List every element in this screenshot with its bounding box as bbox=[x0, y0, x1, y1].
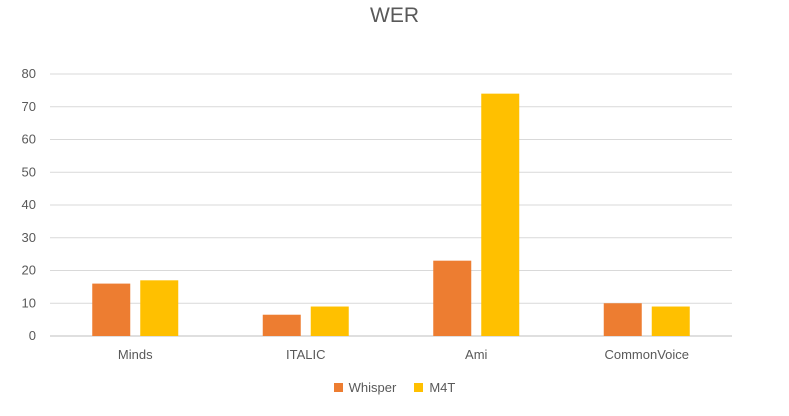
legend-item-m4t: M4T bbox=[414, 380, 455, 395]
gridlines bbox=[50, 73, 732, 337]
legend-item-whisper: Whisper bbox=[333, 380, 397, 395]
y-axis-ticks: 0 10 20 30 40 50 60 70 80 bbox=[22, 66, 36, 343]
y-tick-label: 40 bbox=[22, 197, 36, 212]
x-category-label: ITALIC bbox=[286, 347, 326, 362]
bar-whisper-italic bbox=[262, 314, 301, 336]
y-tick-label: 60 bbox=[22, 132, 36, 147]
y-tick-label: 20 bbox=[22, 263, 36, 278]
chart-title: WER bbox=[370, 4, 419, 27]
bar-whisper-ami bbox=[433, 260, 472, 336]
legend-label: M4T bbox=[429, 380, 456, 395]
legend-swatch bbox=[414, 383, 424, 392]
y-tick-label: 70 bbox=[22, 99, 36, 114]
legend-label: Whisper bbox=[348, 380, 397, 395]
x-category-label: CommonVoice bbox=[604, 347, 689, 362]
bar-m4t-minds bbox=[140, 280, 179, 336]
y-tick-label: 0 bbox=[29, 328, 36, 343]
y-tick-label: 30 bbox=[22, 230, 36, 245]
x-category-label: Ami bbox=[465, 347, 488, 362]
y-tick-label: 50 bbox=[22, 164, 36, 179]
bars bbox=[92, 93, 690, 337]
y-tick-label: 80 bbox=[22, 66, 36, 81]
bar-whisper-commonvoice bbox=[603, 303, 642, 336]
bar-whisper-minds bbox=[92, 283, 131, 336]
bar-m4t-commonvoice bbox=[651, 306, 690, 336]
x-category-label: Minds bbox=[118, 347, 153, 362]
x-axis-categories: Minds ITALIC Ami CommonVoice bbox=[118, 347, 689, 362]
legend-swatch bbox=[333, 383, 343, 392]
bar-m4t-ami bbox=[481, 93, 520, 337]
y-tick-label: 10 bbox=[22, 295, 36, 310]
legend: Whisper M4T bbox=[0, 380, 789, 395]
bar-m4t-italic bbox=[310, 306, 349, 336]
